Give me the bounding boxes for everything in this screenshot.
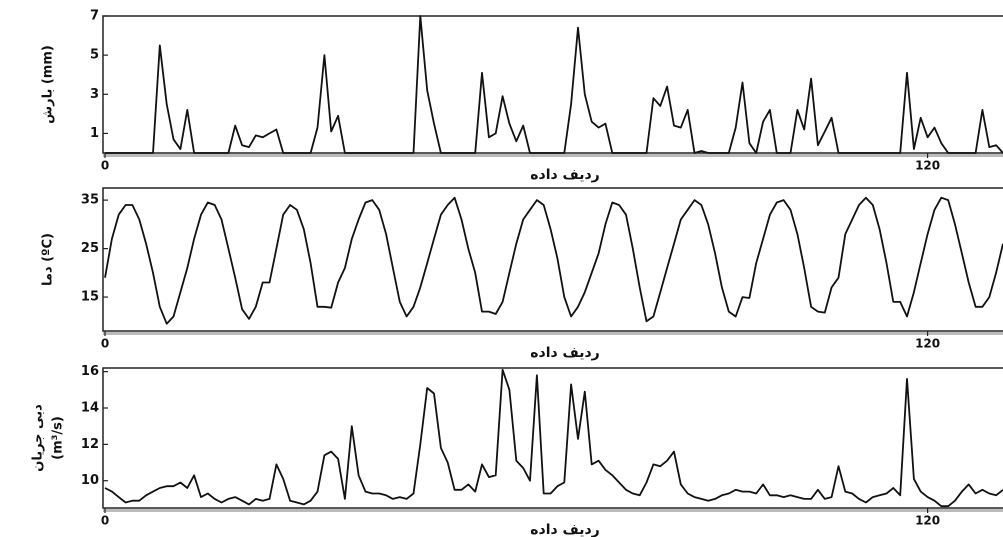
x-axis-band [103,154,1003,157]
plot-frame [102,187,1003,332]
x-axis-label: ردیف داده [530,345,599,361]
y-tick-label: 7 [90,9,99,24]
x-tick-label: 0 [101,159,109,173]
x-tick-label: 120 [915,159,940,173]
y-axis-label: بارش (mm) [41,45,56,124]
x-axis-label: ردیف داده [530,522,599,537]
x-axis-band [103,509,1003,512]
y-axis-label: دبی جریان [31,404,46,472]
data-line [104,196,1003,325]
y-tick-label: 15 [81,290,99,305]
x-axis-label: ردیف داده [530,167,599,183]
y-tick-label: 35 [81,193,99,208]
y-tick-label: 1 [90,126,99,141]
x-tick-label: 120 [915,514,940,528]
x-tick-label: 0 [101,337,109,351]
y-tick-label: 25 [81,241,99,256]
data-line [105,15,1003,154]
y-tick-label: 10 [81,473,99,488]
y-tick-label: 16 [81,364,99,379]
y-axis-label: دما (ºC) [41,233,56,286]
x-axis-band [103,332,1003,335]
x-tick-label: 0 [101,514,109,528]
y-tick-label: 14 [81,401,99,416]
y-tick-label: 5 [90,48,99,63]
plot-frame [102,367,1003,509]
x-tick-label: 120 [915,337,940,351]
data-line [104,368,1003,508]
y-axis-label: (m³/s) [51,416,66,460]
y-tick-label: 3 [90,87,99,102]
y-tick-label: 12 [81,437,99,452]
